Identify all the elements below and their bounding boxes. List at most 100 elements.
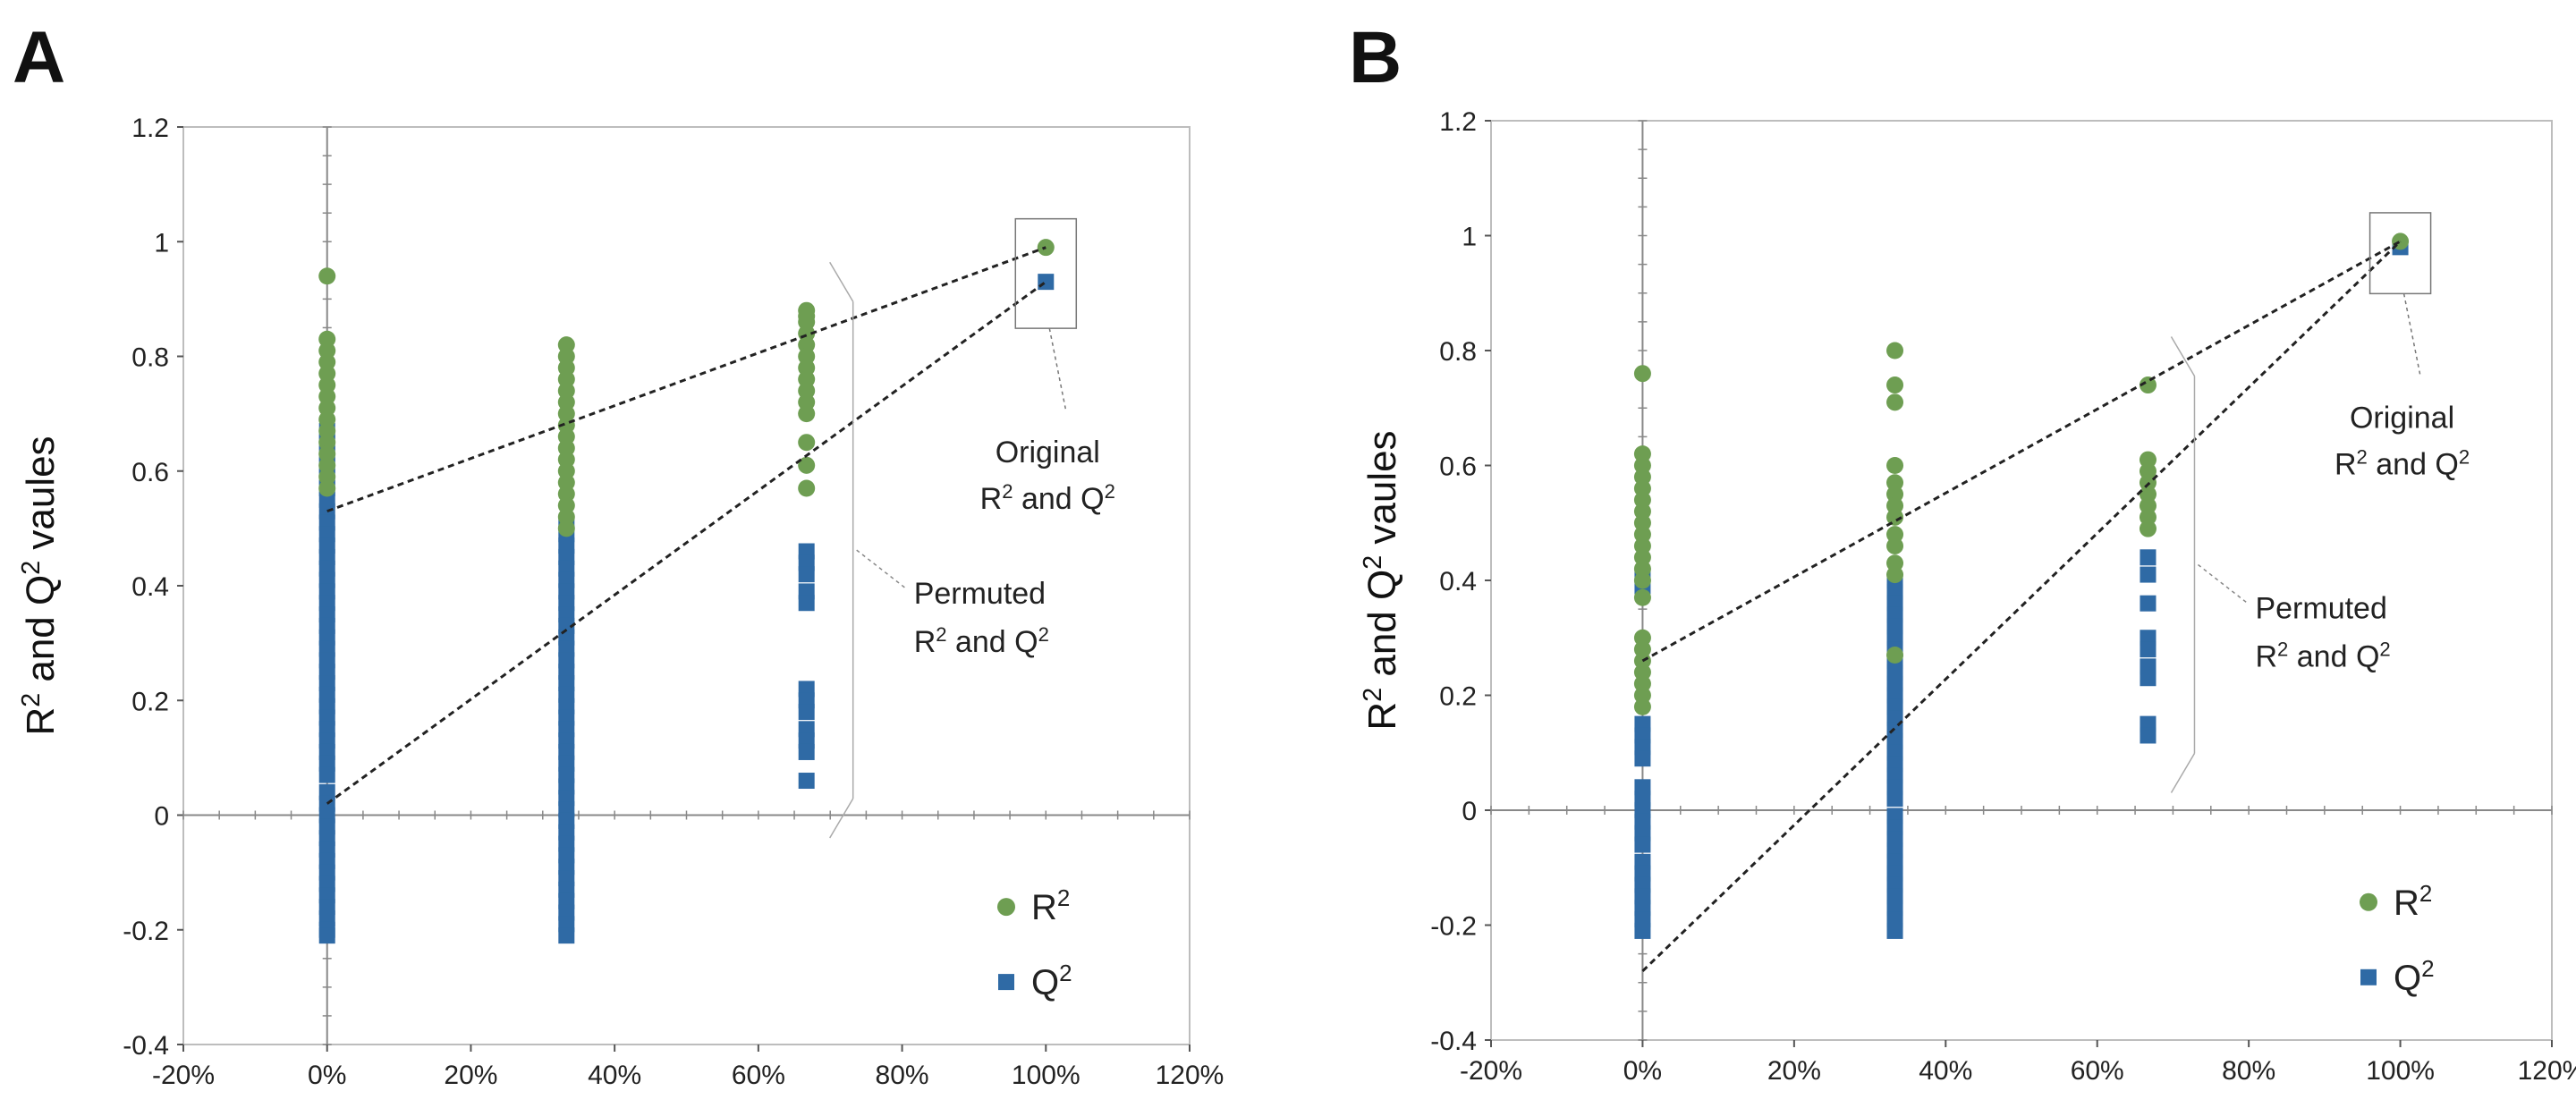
r2-regression-line	[326, 246, 1046, 513]
permuted-label: Permuted	[2255, 592, 2386, 626]
permuted-bracket-top	[829, 261, 854, 302]
original-values-box	[1014, 217, 1078, 329]
legend-label-q2: Q2	[2394, 955, 2435, 998]
x-tick-label: 100%	[2366, 1056, 2435, 1086]
r2-point	[318, 267, 336, 285]
r2-point	[1886, 393, 1904, 411]
legend-q2-marker	[2360, 968, 2377, 985]
y-tick-label: -0.4	[123, 1031, 169, 1061]
permuted-bracket-top	[2170, 336, 2196, 376]
y-tick-label: -0.4	[1430, 1027, 1477, 1056]
y-tick-label: 1	[1462, 223, 1477, 252]
original-label: Original	[996, 436, 1100, 469]
chart-panel-a: -0.4 -0.2 0 0.2 0.4 0.6 0.8 1 1.2 -20% 0% 20% 40% 60%…	[17, 114, 1224, 1090]
q2-point	[2140, 595, 2157, 612]
permuted-label: Permuted	[914, 577, 1046, 611]
r2-point	[1633, 571, 1651, 589]
permuted-leader-line	[2198, 563, 2247, 604]
q2-point	[2140, 727, 2157, 744]
permuted-leader-line	[856, 549, 906, 588]
y-tick-label: 1.2	[1439, 107, 1477, 137]
x-tick-label: 0%	[308, 1061, 346, 1090]
y-tick-label: 0.6	[1439, 453, 1477, 482]
q2-point	[798, 595, 815, 612]
chart-panel-b: -0.4 -0.2 0 0.2 0.4 0.6 0.8 1 1.2 -20% 0% 20% 40% 60%…	[1359, 107, 2576, 1086]
y-tick-label: -0.2	[1430, 912, 1477, 942]
original-leader-line	[1048, 327, 1067, 410]
permuted-label-line2: R2 and Q2	[914, 623, 1049, 660]
r2-point	[1886, 376, 1904, 394]
r2-point	[1633, 365, 1651, 383]
q2-point	[798, 773, 815, 790]
y-axis-label: R2 and Q2 vaules	[17, 436, 63, 735]
r2-point	[1886, 342, 1904, 359]
x-tick-label: -20%	[1460, 1056, 1522, 1086]
original-leader-line	[2402, 293, 2421, 375]
q2-point	[798, 704, 815, 721]
y-tick-label: 0.4	[131, 572, 169, 602]
legend-r2-marker	[997, 898, 1015, 917]
r2-point	[798, 434, 816, 452]
y-tick-label: 0.8	[131, 343, 169, 373]
q2-point	[2140, 670, 2157, 687]
x-tick-label: 120%	[1156, 1061, 1224, 1090]
x-tick-label: 80%	[2222, 1056, 2275, 1086]
permuted-bracket-bottom	[829, 798, 854, 839]
x-tick-label: 20%	[444, 1061, 497, 1090]
r2-point	[557, 520, 575, 537]
permuted-label-line2: R2 and Q2	[2255, 638, 2390, 674]
r2-point	[2139, 376, 2157, 394]
legend-q2-marker	[998, 974, 1014, 991]
q2-point	[1886, 791, 1903, 808]
legend-label-r2: R2	[2394, 880, 2432, 923]
original-label: Original	[2350, 401, 2454, 435]
y-tick-label: 1.2	[131, 114, 169, 143]
q2-point	[798, 566, 815, 583]
q2-point	[2140, 549, 2157, 566]
permuted-bracket-bottom	[2170, 753, 2196, 793]
r2-point	[318, 479, 336, 497]
x-tick-label: 120%	[2518, 1056, 2576, 1086]
q2-point	[318, 766, 335, 783]
x-tick-label: 80%	[876, 1061, 929, 1090]
q2-point	[1634, 836, 1651, 853]
y-tick-label: 0.8	[1439, 337, 1477, 367]
q2-point	[2140, 641, 2157, 658]
y-tick-label: 0.2	[1439, 682, 1477, 712]
r2-regression-line	[1641, 240, 2402, 663]
r2-point	[2139, 520, 2157, 537]
q2-regression-line	[326, 280, 1047, 805]
y-tick-label: 0.2	[131, 687, 169, 716]
r2-point	[798, 405, 816, 423]
x-tick-label: -20%	[152, 1061, 215, 1090]
r2-point	[1886, 457, 1904, 474]
y-tick-label: 0.4	[1439, 567, 1477, 596]
x-tick-label: 60%	[2071, 1056, 2124, 1086]
q2-point	[318, 927, 335, 944]
y-tick-label: 0.6	[131, 458, 169, 487]
q2-point	[1886, 922, 1903, 939]
original-values-box	[2368, 212, 2432, 295]
r2-point	[1886, 508, 1904, 526]
q2-point	[558, 927, 575, 944]
r2-point	[1633, 698, 1651, 715]
y-tick-label: -0.2	[123, 917, 169, 946]
q2-point	[1634, 750, 1651, 767]
panel-label-a: A	[13, 17, 65, 98]
y-axis-label: R2 and Q2 vaules	[1359, 430, 1404, 730]
r2-point	[1886, 566, 1904, 584]
y-tick-label: 0	[154, 802, 169, 832]
y-tick-label: 0	[1462, 797, 1477, 826]
original-label-line2: R2 and Q2	[980, 480, 1115, 517]
legend-r2-marker	[2360, 892, 2377, 911]
x-tick-label: 100%	[1012, 1061, 1080, 1090]
r2-point	[1633, 588, 1651, 606]
x-tick-label: 40%	[588, 1061, 641, 1090]
x-tick-label: 0%	[1623, 1056, 1662, 1086]
original-label-line2: R2 and Q2	[2334, 445, 2470, 482]
y-tick-label: 1	[154, 228, 169, 258]
panel-label-b: B	[1349, 17, 1402, 98]
q2-regression-line	[1641, 240, 2402, 972]
r2-point	[1886, 647, 1904, 664]
q2-point	[2140, 566, 2157, 583]
